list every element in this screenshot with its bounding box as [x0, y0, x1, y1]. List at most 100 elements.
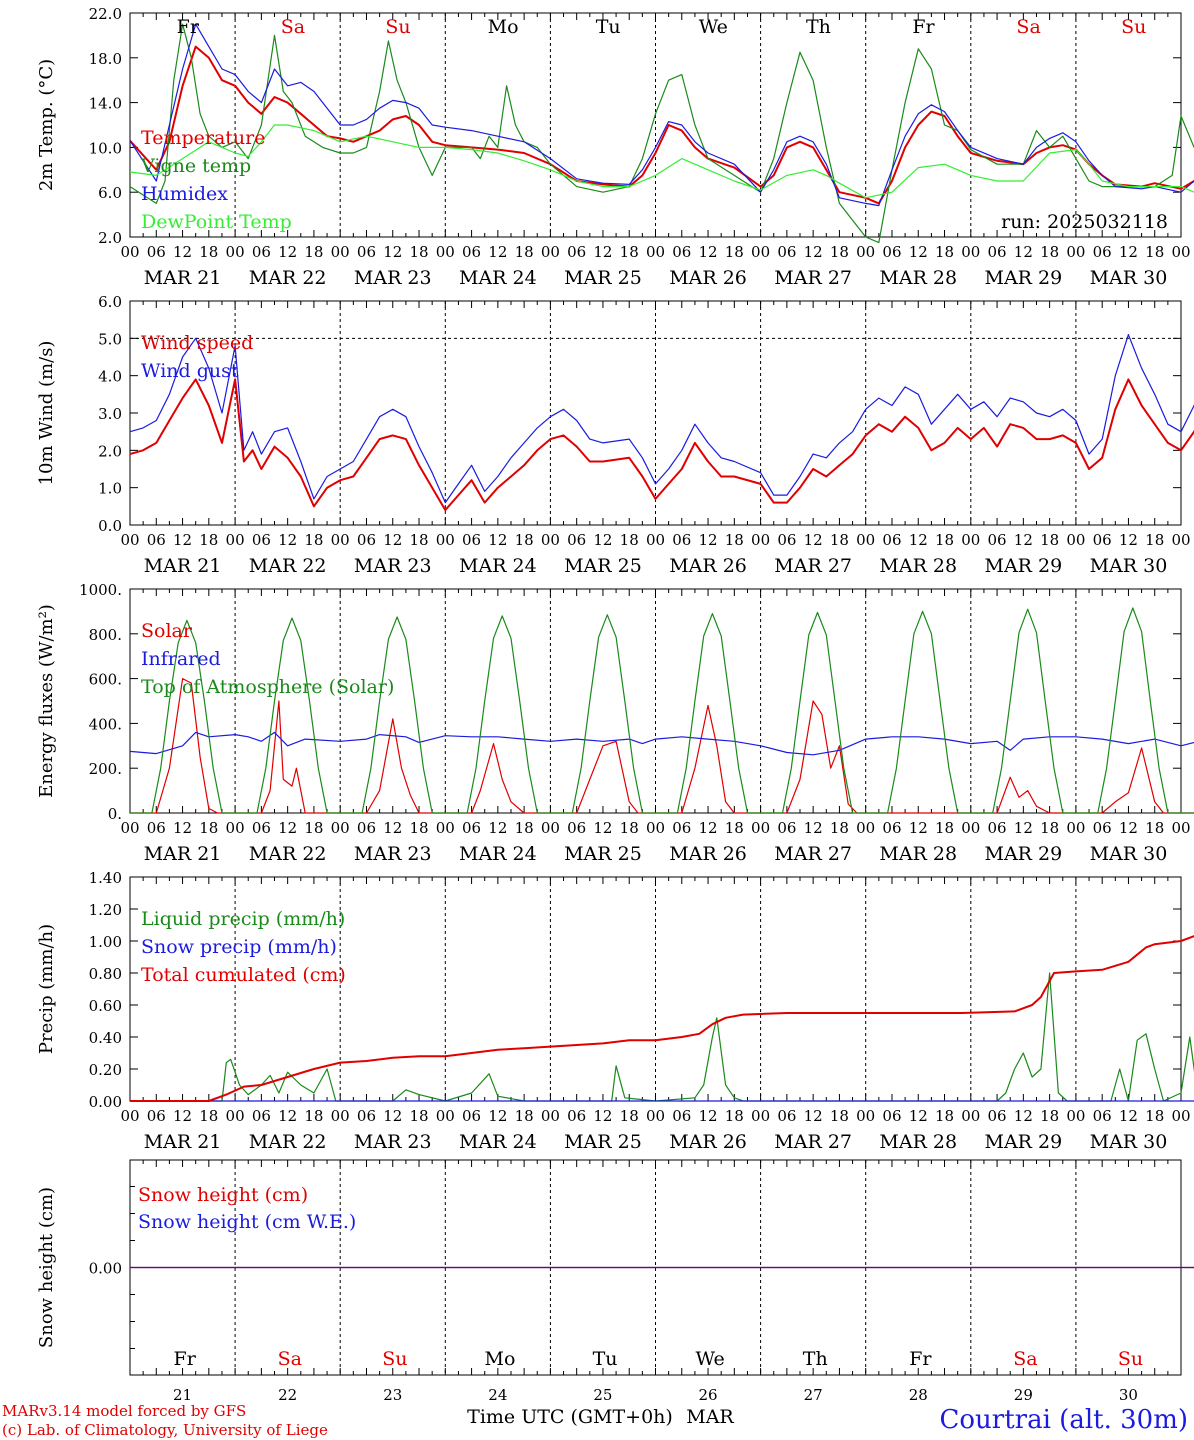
x-hour-label: 00: [1171, 243, 1190, 261]
panel-precip: 0.00 0.20 0.40 0.60 0.80 1.00 1.20 1.40 Precip (…: [36, 869, 1194, 1153]
x-date-label: MAR 24: [459, 843, 537, 865]
station-name: Courtrai (alt. 30m): [940, 1405, 1189, 1435]
plot-frame: [129, 300, 1182, 526]
day-number: 21: [173, 1386, 192, 1404]
x-hour-label: 06: [672, 1107, 691, 1125]
day-name: Th: [803, 1348, 828, 1370]
legend-entry: Vigne temp: [140, 155, 251, 177]
x-date-label: MAR 23: [354, 1131, 432, 1153]
day-name: Fr: [912, 16, 935, 38]
x-hour-label: 18: [199, 531, 218, 549]
x-hour-label: 18: [199, 819, 218, 837]
y-tick-label: 14.0: [89, 95, 122, 113]
legend-entry: Snow precip (mm/h): [141, 936, 337, 958]
x-hour-label: 00: [961, 1107, 980, 1125]
day-name: Sa: [1013, 1348, 1037, 1370]
x-hour-label: 00: [856, 531, 875, 549]
x-date-label: MAR 27: [774, 555, 852, 577]
x-hour-label: 06: [882, 243, 901, 261]
x-hour-label: 12: [699, 531, 718, 549]
x-hour-label: 18: [935, 819, 954, 837]
x-hour-label: 06: [1093, 243, 1112, 261]
day-name: We: [699, 16, 728, 38]
y-tick-label: 0.60: [89, 997, 122, 1015]
y-tick-label: 0.0: [98, 517, 122, 535]
panel-energy: 0. 200. 400. 600. 800. 1000. Energy fluxes (W/…: [36, 581, 1194, 865]
x-date-label: MAR 21: [144, 555, 222, 577]
x-date-label: MAR 23: [354, 555, 432, 577]
x-hour-label: 12: [488, 531, 507, 549]
x-hour-label: 18: [515, 243, 534, 261]
legend-entry: Liquid precip (mm/h): [141, 908, 345, 930]
x-date-label: MAR 28: [879, 267, 957, 289]
x-hour-label: 00: [646, 243, 665, 261]
x-hour-label: 06: [672, 243, 691, 261]
x-hour-label: 12: [488, 243, 507, 261]
day-name: Mo: [488, 16, 519, 38]
x-hour-label: 00: [331, 531, 350, 549]
x-hour-label: 06: [147, 531, 166, 549]
x-hour-label: 00: [1066, 531, 1085, 549]
x-hour-label: 06: [462, 531, 481, 549]
x-hour-label: 06: [777, 531, 796, 549]
x-hour-label: 18: [935, 243, 954, 261]
x-hour-label: 12: [909, 243, 928, 261]
y-tick-label: 0.40: [89, 1029, 122, 1047]
day-name: Tu: [596, 16, 621, 38]
x-hour-label: 18: [620, 243, 639, 261]
x-hour-label: 12: [1014, 243, 1033, 261]
y-tick-label: 600.: [89, 671, 122, 689]
x-hour-label: 12: [593, 819, 612, 837]
x-hour-label: 00: [331, 243, 350, 261]
series-line-wind-speed: [129, 378, 1194, 512]
day-number: 29: [1014, 1386, 1033, 1404]
x-hour-label: 00: [751, 819, 770, 837]
x-hour-label: 12: [383, 531, 402, 549]
x-date-label: MAR 22: [249, 843, 327, 865]
x-hour-label: 06: [462, 819, 481, 837]
x-hour-label: 00: [541, 1107, 560, 1125]
x-hour-label: 12: [1014, 1107, 1033, 1125]
x-hour-label: 18: [725, 531, 744, 549]
x-hour-label: 18: [409, 1107, 428, 1125]
x-date-label: MAR 24: [459, 555, 537, 577]
x-hour-label: 06: [672, 531, 691, 549]
y-tick-label: 1000.: [79, 581, 122, 599]
x-hour-label: 12: [804, 531, 823, 549]
x-hour-label: 00: [856, 819, 875, 837]
x-hour-label: 12: [278, 243, 297, 261]
x-hour-label: 12: [383, 1107, 402, 1125]
x-date-label: MAR 21: [144, 1131, 222, 1153]
x-hour-label: 12: [593, 1107, 612, 1125]
x-date-label: MAR 29: [984, 555, 1062, 577]
run-label: run: 2025032118: [1001, 211, 1168, 233]
y-tick-label: 2.0: [98, 442, 122, 460]
x-hour-label: 00: [226, 1107, 245, 1125]
day-number: 25: [593, 1386, 612, 1404]
x-date-label: MAR 27: [774, 267, 852, 289]
x-date-label: MAR 28: [879, 555, 957, 577]
x-hour-label: 06: [357, 1107, 376, 1125]
x-hour-label: 06: [567, 819, 586, 837]
x-hour-label: 06: [567, 243, 586, 261]
x-hour-label: 18: [409, 531, 428, 549]
x-hour-label: 12: [278, 531, 297, 549]
x-hour-label: 06: [567, 531, 586, 549]
x-date-label: MAR 30: [1090, 843, 1168, 865]
x-hour-label: 12: [593, 531, 612, 549]
day-name: Th: [806, 16, 831, 38]
x-hour-label: 06: [147, 243, 166, 261]
y-axis-label: 10m Wind (m/s): [36, 341, 57, 486]
x-hour-label: 00: [1066, 243, 1085, 261]
x-hour-label: 00: [120, 819, 139, 837]
day-number: 28: [909, 1386, 928, 1404]
x-hour-label: 06: [357, 819, 376, 837]
x-date-label: MAR 30: [1090, 555, 1168, 577]
x-hour-label: 18: [830, 1107, 849, 1125]
x-date-label: MAR 26: [669, 843, 747, 865]
x-hour-label: 12: [488, 1107, 507, 1125]
legend-entry: Temperature: [141, 127, 265, 149]
x-hour-label: 12: [1014, 819, 1033, 837]
x-hour-label: 06: [988, 819, 1007, 837]
x-hour-label: 00: [751, 531, 770, 549]
